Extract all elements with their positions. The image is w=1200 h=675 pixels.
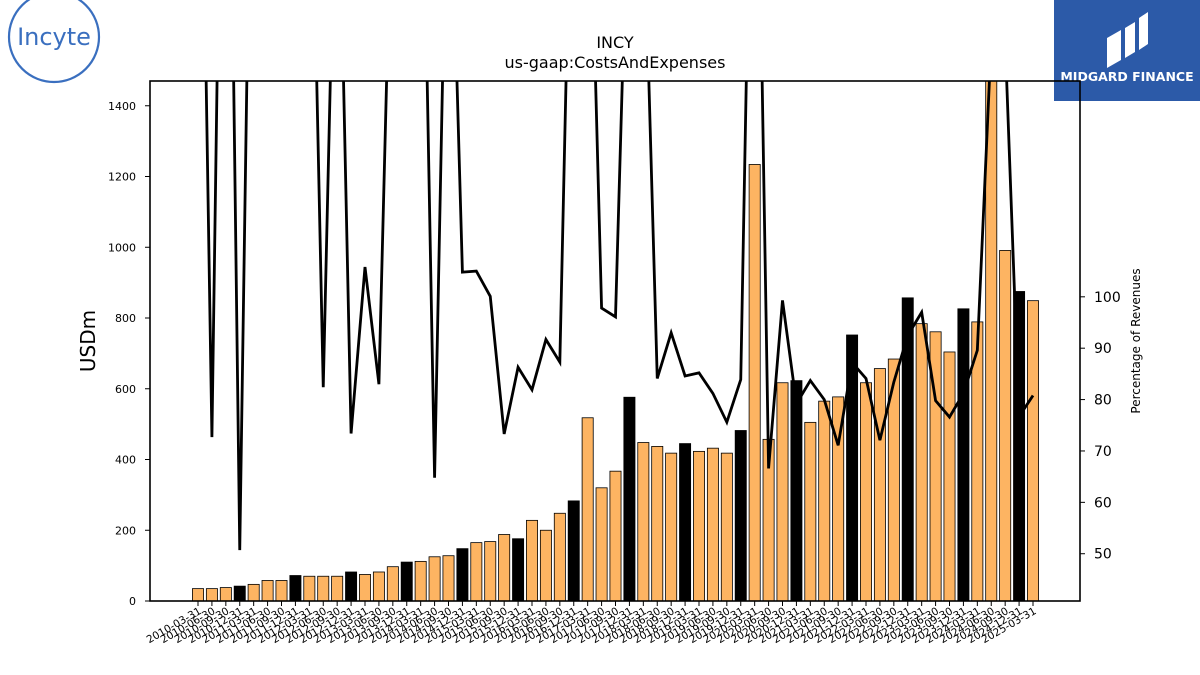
bar-2018-12-31 [679, 443, 692, 601]
y2-tick-label: 80 [1094, 393, 1112, 409]
bar-2022-09-30 [887, 358, 900, 601]
brand-logo-text: MIDGARD FINANCE [1060, 69, 1193, 84]
bar-2022-06-30 [873, 368, 886, 601]
chart-title: INCY [596, 33, 634, 52]
bar-2019-09-30 [720, 452, 733, 601]
bar-2015-03-31 [470, 542, 483, 601]
bar-2013-12-31 [400, 561, 413, 601]
bar-2013-09-30 [386, 566, 399, 601]
bar-2014-09-30 [442, 555, 455, 601]
bar-2014-06-30 [428, 556, 441, 601]
company-logo-ring [7, 0, 101, 84]
bar-2014-12-31 [456, 548, 469, 601]
bar-2018-09-30 [665, 452, 678, 601]
bar-2014-03-31 [414, 560, 427, 601]
y2-tick-label: 90 [1094, 341, 1112, 357]
bar-2012-03-31 [303, 575, 316, 601]
bar-2015-06-30 [484, 541, 497, 601]
bar-2021-12-31 [846, 334, 859, 601]
bar-2016-06-30 [539, 529, 552, 601]
bar-2025-03-31 [1027, 300, 1039, 601]
line-series [204, 81, 1035, 551]
chart-subtitle: us-gaap:CostsAndExpenses [505, 53, 726, 72]
bar-series [192, 81, 1039, 601]
brand-logo: MIDGARD FINANCE [1054, 0, 1200, 101]
bar-2012-12-31 [345, 571, 358, 601]
bar-2013-06-30 [372, 571, 385, 601]
bar-2019-12-31 [734, 430, 747, 601]
bar-2020-03-31 [748, 164, 761, 601]
bar-2011-12-31 [289, 575, 302, 601]
bar-2011-03-31 [247, 583, 260, 601]
bar-2016-09-30 [553, 512, 566, 601]
bar-2016-12-31 [567, 500, 580, 601]
bar-2020-09-30 [776, 382, 789, 601]
company-logo-text: Incyte [17, 23, 91, 51]
company-logo: Incyte [7, 0, 101, 84]
bar-2015-12-31 [512, 538, 525, 601]
bar-2010-06-30 [205, 588, 218, 601]
bar-2021-09-30 [832, 396, 845, 601]
bar-2012-09-30 [331, 575, 344, 601]
y-axis-ticks: 0 200 400 600 800 1000 1200 1400 [108, 100, 150, 608]
y-axis-label: USDm [76, 310, 100, 372]
bar-2017-06-30 [595, 487, 608, 601]
y-tick-label: 600 [115, 383, 136, 396]
bar-2020-12-31 [790, 380, 803, 601]
y-tick-label: 1200 [108, 171, 136, 184]
bar-2010-03-31 [192, 588, 204, 601]
company-logo-swoosh [61, 39, 98, 65]
y2-axis-label: Percentage of Revenues [1129, 268, 1143, 413]
bar-2021-03-31 [804, 421, 817, 601]
bar-2022-12-31 [901, 297, 914, 601]
bar-2018-06-30 [651, 446, 664, 601]
bar-2022-03-31 [860, 382, 872, 601]
bar-2017-09-30 [609, 470, 622, 601]
bar-2024-09-30 [999, 250, 1012, 601]
bar-2013-03-31 [359, 574, 371, 601]
bar-2010-09-30 [219, 587, 232, 601]
bar-2019-03-31 [693, 450, 705, 601]
bar-2010-12-31 [233, 585, 246, 601]
bar-2023-06-30 [929, 331, 942, 601]
bar-2018-03-31 [637, 442, 650, 601]
y-tick-label: 400 [115, 454, 136, 467]
bar-2017-12-31 [623, 396, 636, 601]
bar-2023-03-31 [915, 323, 928, 601]
y-tick-label: 800 [115, 312, 136, 325]
y-tick-label: 200 [115, 524, 136, 537]
bar-2011-06-30 [261, 580, 274, 601]
y2-axis-ticks: 50 60 70 80 90 100 [1080, 290, 1121, 563]
brand-logo-mark [1107, 12, 1148, 68]
y-tick-label: 1400 [108, 100, 136, 113]
bar-2017-03-31 [581, 417, 594, 601]
x-axis-ticks: 2010-03-312010-06-302010-09-302010-12-31… [145, 601, 1039, 646]
bar-2019-06-30 [706, 447, 719, 601]
bar-2024-06-30 [985, 81, 998, 601]
bar-2024-12-31 [1013, 291, 1026, 601]
bar-2021-06-30 [818, 400, 831, 601]
percentage-line [204, 81, 1035, 551]
y-tick-label: 0 [129, 595, 136, 608]
y2-tick-label: 60 [1094, 495, 1112, 511]
y2-tick-label: 50 [1094, 547, 1112, 563]
y-tick-label: 1000 [108, 241, 136, 254]
y2-tick-label: 70 [1094, 444, 1112, 460]
y2-tick-label: 100 [1094, 290, 1121, 306]
bar-2023-09-30 [943, 351, 956, 601]
bar-2011-09-30 [275, 580, 288, 601]
bar-2012-06-30 [317, 575, 330, 601]
bar-2023-12-31 [957, 308, 970, 601]
bar-2016-03-31 [526, 519, 538, 601]
bar-2015-09-30 [498, 534, 511, 601]
